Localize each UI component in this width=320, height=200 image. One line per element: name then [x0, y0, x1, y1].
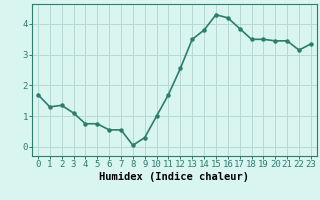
- X-axis label: Humidex (Indice chaleur): Humidex (Indice chaleur): [100, 172, 249, 182]
